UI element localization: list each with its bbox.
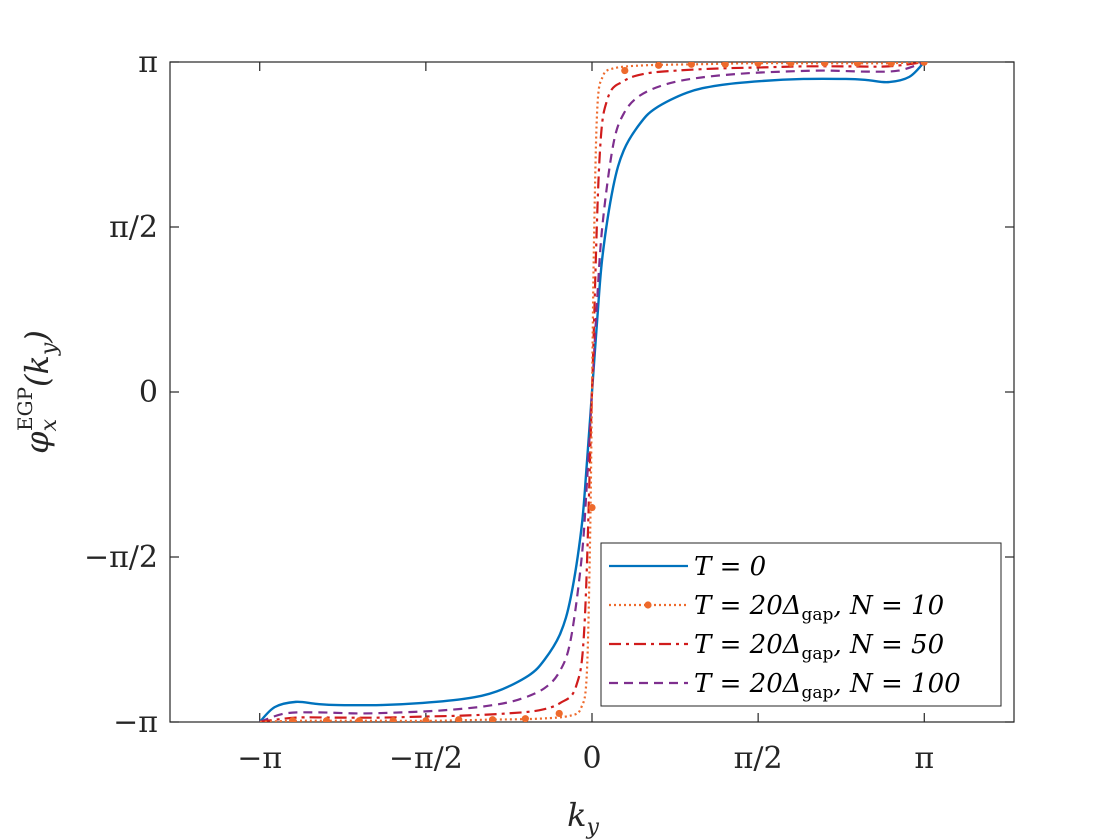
series-1-marker-11 [655, 62, 663, 69]
y-tick-label-4: π [138, 45, 158, 80]
y-axis-label-sub: x [37, 418, 62, 431]
x-tick-label-0: −π [237, 741, 282, 776]
series-1-marker-14 [754, 62, 762, 67]
series-1-marker-13 [721, 62, 729, 68]
series-1-marker-18 [887, 62, 895, 67]
x-tick-label-4: π [914, 741, 934, 776]
series-1-marker-6 [488, 716, 497, 722]
legend-label-sub-1: gap [802, 605, 834, 625]
legend-label-main-3: T = 20Δ [694, 669, 802, 699]
legend-label-rest-2: , N = 50 [833, 630, 944, 660]
legend-marker-1 [644, 601, 652, 609]
series-1-marker-7 [521, 715, 529, 722]
series-layer [259, 62, 928, 722]
series-1-marker-2 [355, 717, 363, 722]
series-1-marker-19 [920, 62, 928, 66]
y-axis-label-sup: EGP [13, 387, 37, 431]
series-1-marker-16 [821, 62, 829, 67]
legend-label-main-1: T = 20Δ [694, 591, 802, 621]
legend-label-2: T = 20Δgap, N = 50 [694, 630, 944, 664]
series-1-marker-9 [588, 503, 596, 512]
x-tick-label-1: −π/2 [389, 741, 463, 776]
series-line-1 [259, 62, 925, 722]
series-1-marker-15 [787, 62, 795, 67]
x-axis-label: ky [567, 796, 599, 840]
y-tick-label-2: 0 [139, 375, 158, 410]
series-1-marker-5 [455, 716, 463, 722]
legend-label-sub-2: gap [802, 644, 834, 664]
legend-label-3: T = 20Δgap, N = 100 [694, 669, 961, 703]
series-line-3 [259, 62, 925, 722]
series-1-marker-12 [687, 62, 696, 68]
series-1-marker-3 [389, 717, 397, 722]
legend-label-main-2: T = 20Δ [694, 630, 802, 660]
x-tick-label-3: π/2 [734, 741, 783, 776]
series-1-marker-0 [289, 717, 297, 722]
y-axis-label-arg-sub: y [37, 342, 62, 356]
y-axis-label-arg: (k [18, 355, 56, 387]
legend: T = 0T = 20Δgap, N = 10T = 20Δgap, N = 5… [600, 542, 1002, 707]
y-tick-label-0: −π [113, 705, 158, 740]
y-axis-label-phi: φ [18, 431, 56, 454]
legend-label-1: T = 20Δgap, N = 10 [694, 591, 944, 625]
series-1-marker-17 [853, 62, 862, 67]
y-tick-label-3: π/2 [109, 210, 158, 245]
series-1-marker-10 [621, 66, 629, 75]
legend-box [600, 542, 1002, 707]
series-line-2 [259, 62, 925, 722]
legend-label-rest-1: , N = 10 [833, 591, 944, 621]
y-tick-label-1: −π/2 [84, 540, 158, 575]
x-axis-label-main: k [567, 796, 586, 834]
legend-label-rest-3: , N = 100 [833, 669, 960, 699]
y-axis-label-close: ) [18, 330, 56, 343]
series-1-marker-1 [322, 717, 331, 722]
legend-label-0: T = 0 [694, 552, 766, 582]
legend-label-main-0: T = 0 [694, 552, 766, 582]
x-tick-label-2: 0 [582, 741, 601, 776]
x-axis-label-sub: y [585, 815, 599, 840]
series-1-marker-4 [422, 717, 430, 722]
legend-label-sub-3: gap [802, 683, 834, 703]
tick-labels: −π −π/2 0 π/2 π −π −π/2 0 π/2 π [84, 45, 934, 776]
y-axis-label: φxEGP(ky) [13, 330, 62, 454]
series-1-marker-8 [555, 709, 563, 718]
